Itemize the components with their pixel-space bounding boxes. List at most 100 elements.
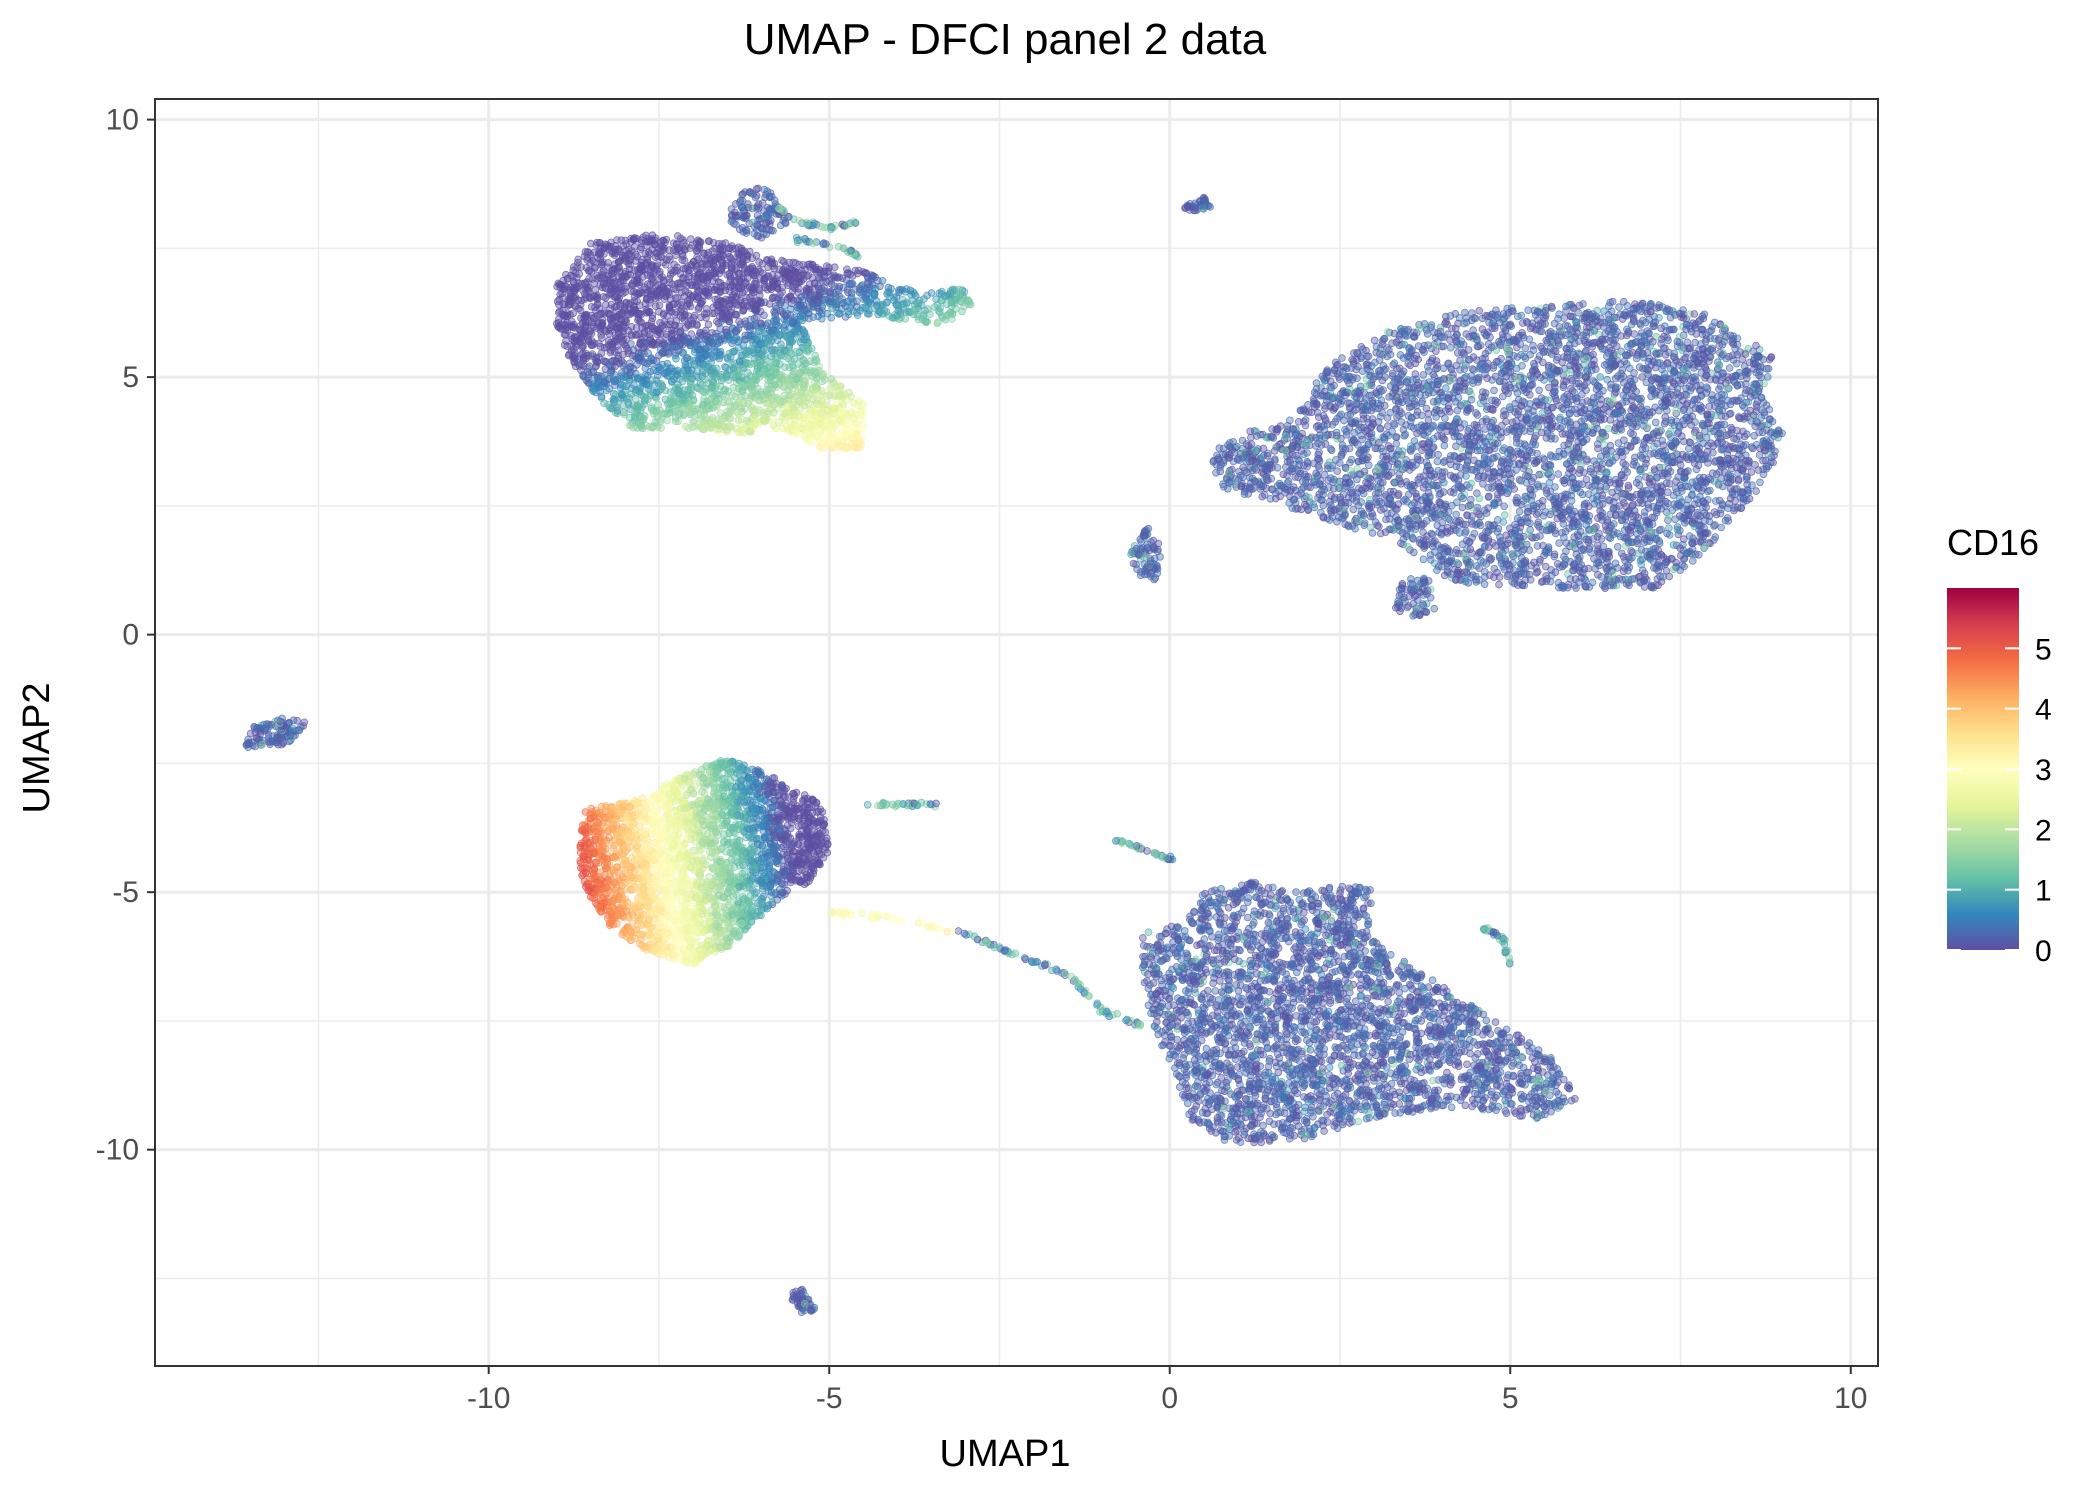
- cluster-point: [577, 314, 585, 322]
- cluster-point: [1559, 519, 1568, 528]
- cluster-point: [794, 328, 803, 336]
- cluster-point: [605, 360, 613, 369]
- cluster-point: [919, 311, 928, 319]
- cluster-point: [787, 357, 795, 365]
- cluster-point: [827, 375, 836, 383]
- cluster-point: [594, 371, 602, 380]
- cluster-point: [1475, 306, 1483, 315]
- cluster-point: [806, 438, 815, 447]
- cluster-point: [752, 306, 760, 315]
- cluster-point: [608, 404, 617, 412]
- cluster-point: [642, 321, 651, 330]
- cluster-point: [1489, 416, 1497, 425]
- cluster-point: [785, 271, 793, 280]
- cluster-point: [725, 366, 734, 374]
- cluster-point: [570, 351, 579, 360]
- cluster-point: [584, 335, 592, 344]
- cluster-point: [600, 250, 608, 258]
- cluster-point: [836, 434, 845, 443]
- cluster-point: [611, 362, 619, 371]
- cluster-point: [770, 408, 778, 417]
- cluster-point: [805, 412, 814, 421]
- cluster-point: [648, 338, 657, 347]
- cluster-point: [700, 288, 709, 296]
- cluster-point: [684, 366, 692, 374]
- cluster-point: [757, 320, 765, 328]
- cluster-point: [652, 262, 661, 271]
- cluster-point: [743, 350, 752, 359]
- cluster-point: [580, 295, 589, 304]
- cluster-point: [622, 318, 630, 327]
- cluster-point: [843, 285, 852, 294]
- cluster-point: [1533, 449, 1541, 458]
- cluster-point: [655, 336, 664, 345]
- cluster-point: [681, 374, 690, 382]
- cluster-point: [697, 414, 706, 422]
- cluster-point: [590, 339, 598, 347]
- cluster-point: [663, 320, 671, 329]
- cluster-point: [673, 279, 682, 288]
- cluster-point: [922, 318, 930, 327]
- cluster-point: [599, 280, 608, 288]
- cluster-point: [767, 326, 776, 334]
- cluster-point: [717, 335, 725, 344]
- cluster-point: [580, 326, 588, 335]
- cluster-point: [856, 306, 865, 315]
- cluster-point: [733, 300, 741, 309]
- cluster-point: [688, 281, 697, 289]
- cluster-point: [647, 403, 655, 411]
- cluster-point: [1615, 303, 1623, 311]
- cluster-point: [651, 418, 659, 427]
- cluster-point: [1539, 496, 1547, 505]
- cluster-point: [936, 304, 944, 313]
- cluster-point: [799, 366, 808, 375]
- cluster-point: [665, 246, 674, 254]
- cluster-point: [754, 384, 762, 393]
- cluster-point: [600, 310, 609, 318]
- cluster-point: [616, 277, 625, 286]
- cluster-point: [803, 272, 811, 280]
- cluster-point: [1514, 312, 1522, 321]
- cluster-point: [644, 287, 653, 296]
- cluster-point: [575, 270, 583, 278]
- cluster-point: [724, 312, 733, 321]
- cluster-point: [681, 242, 690, 251]
- cluster-point: [848, 418, 857, 427]
- cluster-point: [803, 422, 811, 430]
- cluster-point: [909, 305, 918, 314]
- cluster-point: [744, 331, 753, 340]
- cluster-point: [753, 345, 762, 354]
- cluster-point: [710, 342, 719, 351]
- cluster-point: [747, 344, 756, 353]
- cluster-point: [1442, 384, 1450, 392]
- cluster-point: [831, 292, 840, 300]
- cluster-point: [788, 338, 796, 346]
- cluster-point: [704, 320, 713, 329]
- cluster-point: [657, 424, 665, 432]
- cluster-point: [1651, 418, 1660, 427]
- cluster-point: [654, 400, 662, 409]
- cluster-point: [859, 268, 867, 276]
- cluster-point: [626, 260, 634, 269]
- cluster-point: [1676, 544, 1684, 552]
- cluster-point: [835, 416, 843, 424]
- cluster-point: [771, 346, 779, 355]
- cluster-point: [812, 404, 821, 413]
- cluster-point: [730, 258, 738, 266]
- cluster-point: [658, 243, 666, 251]
- cluster-point: [684, 321, 693, 330]
- cluster-point: [816, 419, 824, 428]
- cluster-point: [719, 391, 727, 399]
- cluster-point: [670, 321, 679, 330]
- cluster-point: [692, 262, 700, 271]
- cluster-point: [555, 300, 563, 309]
- cluster-point: [754, 390, 763, 399]
- cluster-point: [641, 259, 650, 268]
- cluster-point: [688, 241, 696, 250]
- cluster-point: [695, 237, 703, 246]
- cluster-point: [583, 253, 592, 262]
- cluster-point: [667, 334, 676, 342]
- cluster-point: [683, 353, 692, 362]
- cluster-point: [722, 325, 730, 334]
- cluster-point: [819, 370, 828, 378]
